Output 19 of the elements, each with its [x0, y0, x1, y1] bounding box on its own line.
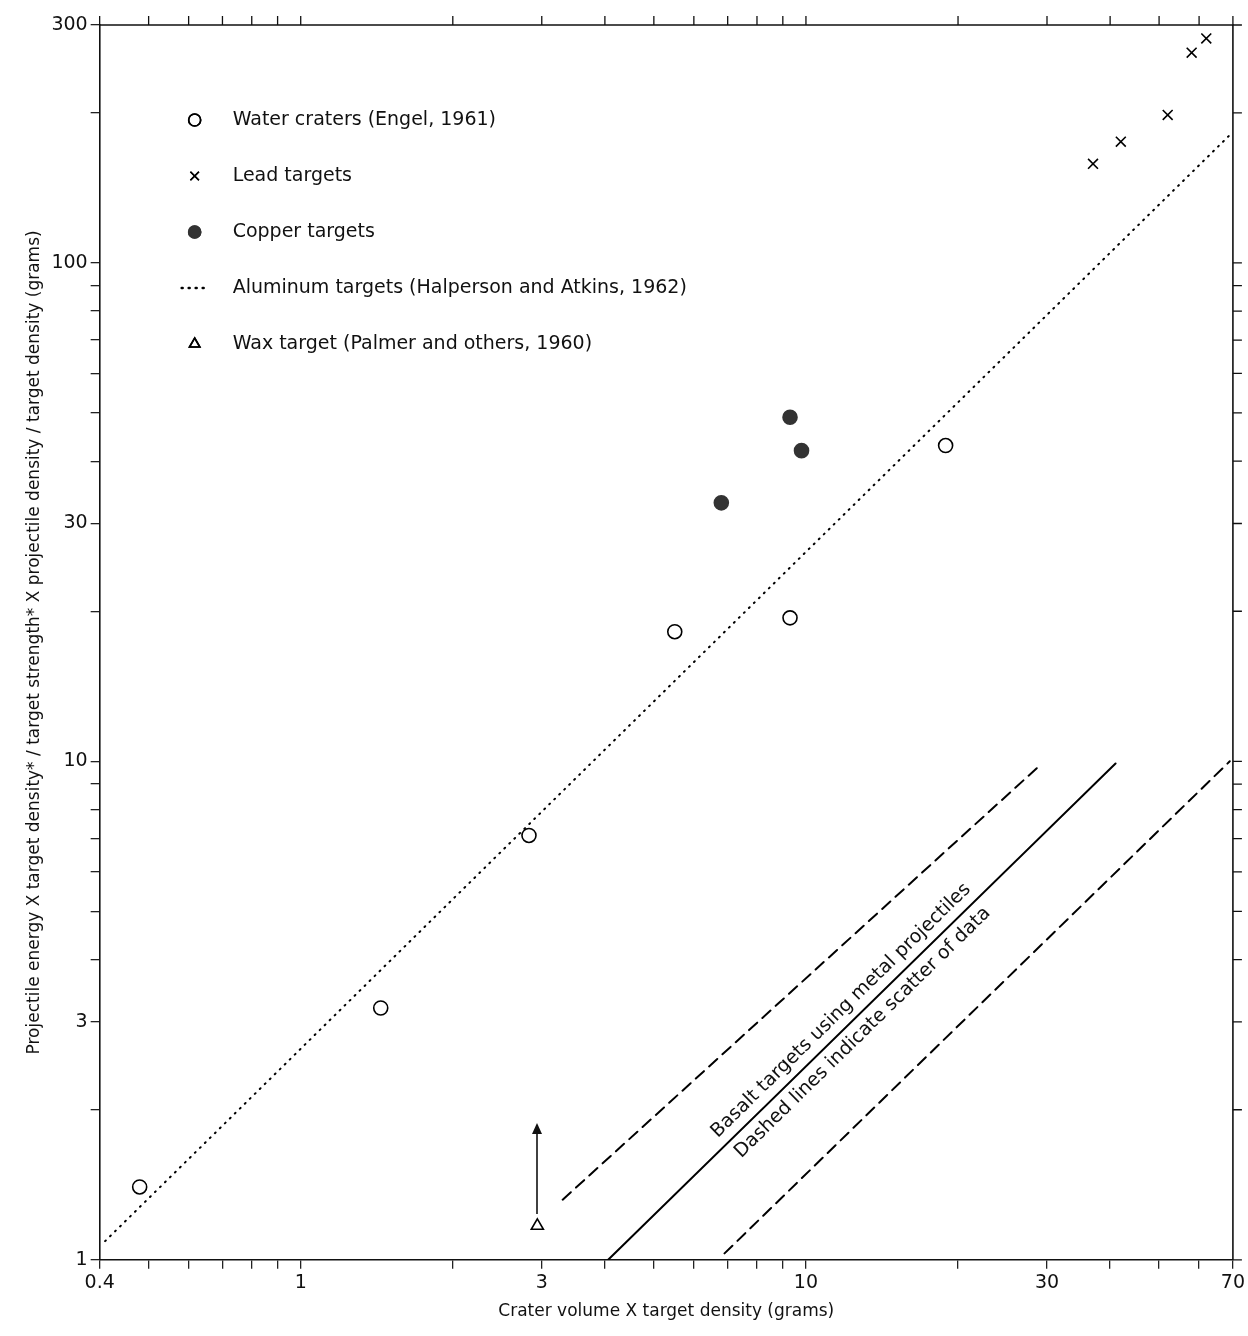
y-axis-title: Projectile energy X target density* / target strength* X projectile density / target density (grams) — [22, 230, 43, 1055]
y-tick-label: 100 — [51, 249, 88, 272]
legend-label: Aluminum targets (Halperson and Atkins, 1962) — [232, 274, 687, 297]
y-tick-label: 300 — [51, 11, 88, 34]
x-tick-label: 30 — [1034, 1270, 1060, 1293]
y-tick-label: 10 — [63, 748, 88, 771]
x-tick-label: 70 — [1220, 1270, 1246, 1293]
legend-label: Wax target (Palmer and others, 1960) — [232, 330, 593, 353]
x-tick-label: 1 — [294, 1270, 307, 1293]
x-axis-title: Crater volume X target density (grams) — [498, 1300, 835, 1321]
y-tick-label: 1 — [75, 1246, 88, 1269]
y-tick-label: 30 — [63, 510, 88, 533]
y-tick-label: 3 — [75, 1008, 88, 1031]
x-tick-label: 3 — [535, 1270, 548, 1293]
legend-label: Lead targets — [232, 162, 353, 185]
x-tick-label: 10 — [793, 1270, 819, 1293]
x-tick-label: 0.4 — [84, 1270, 115, 1293]
legend-label: Copper targets — [232, 218, 375, 241]
legend-label: Water craters (Engel, 1961) — [232, 106, 496, 129]
